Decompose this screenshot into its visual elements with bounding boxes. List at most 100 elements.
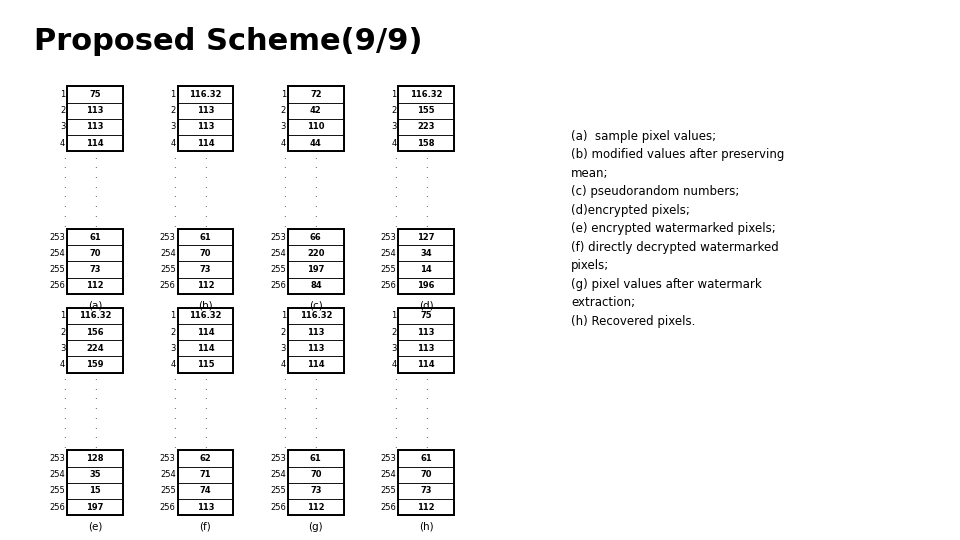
Text: .: . — [394, 393, 396, 401]
Text: 3: 3 — [60, 344, 65, 353]
Bar — [178, 499, 233, 515]
Bar — [178, 229, 233, 245]
Text: .: . — [94, 171, 96, 180]
Text: 255: 255 — [160, 487, 176, 495]
Text: .: . — [315, 402, 317, 411]
Text: .: . — [94, 412, 96, 421]
Text: 73: 73 — [420, 487, 432, 495]
Text: .: . — [315, 152, 317, 160]
Text: 256: 256 — [380, 281, 396, 290]
Text: 3: 3 — [280, 123, 286, 131]
Text: 113: 113 — [418, 328, 435, 336]
Bar — [67, 135, 123, 151]
Text: 253: 253 — [380, 454, 396, 463]
Text: .: . — [204, 181, 206, 190]
Text: 1: 1 — [171, 90, 176, 99]
Text: (d): (d) — [419, 300, 434, 310]
Bar — [178, 356, 233, 373]
Text: 4: 4 — [171, 360, 176, 369]
Text: 256: 256 — [270, 281, 286, 290]
Bar — [67, 278, 123, 294]
Text: .: . — [283, 383, 286, 391]
Bar — [178, 278, 233, 294]
Text: 113: 113 — [86, 106, 104, 115]
Text: .: . — [204, 220, 206, 228]
Text: .: . — [204, 373, 206, 382]
Text: 1: 1 — [171, 312, 176, 320]
Text: 253: 253 — [380, 233, 396, 241]
Text: .: . — [394, 422, 396, 430]
Text: .: . — [62, 152, 65, 160]
Text: .: . — [204, 441, 206, 450]
Bar — [178, 135, 233, 151]
Bar — [67, 356, 123, 373]
Text: 114: 114 — [86, 139, 104, 147]
Bar — [288, 450, 344, 467]
Bar — [67, 245, 123, 261]
Text: .: . — [94, 441, 96, 450]
Text: .: . — [425, 191, 427, 199]
Bar — [67, 103, 123, 119]
Text: .: . — [425, 152, 427, 160]
Text: .: . — [204, 200, 206, 209]
Text: 254: 254 — [381, 249, 396, 258]
Text: 253: 253 — [159, 233, 176, 241]
Text: .: . — [94, 210, 96, 219]
Text: 256: 256 — [380, 503, 396, 511]
Text: .: . — [94, 200, 96, 209]
Text: Proposed Scheme(9/9): Proposed Scheme(9/9) — [34, 27, 422, 56]
Text: (h): (h) — [419, 522, 434, 532]
Text: 2: 2 — [60, 328, 65, 336]
Text: 256: 256 — [270, 503, 286, 511]
Bar — [288, 103, 344, 119]
Text: .: . — [315, 181, 317, 190]
Text: .: . — [62, 402, 65, 411]
Text: .: . — [62, 383, 65, 391]
Text: .: . — [394, 373, 396, 382]
Text: .: . — [204, 431, 206, 440]
Bar — [178, 324, 233, 340]
Bar — [288, 135, 344, 151]
Bar — [288, 229, 344, 294]
Bar — [398, 308, 454, 324]
Text: .: . — [94, 220, 96, 228]
Text: 113: 113 — [197, 106, 214, 115]
Text: 3: 3 — [280, 344, 286, 353]
Text: .: . — [283, 171, 286, 180]
Text: 61: 61 — [420, 454, 432, 463]
Text: .: . — [62, 431, 65, 440]
Text: 71: 71 — [200, 470, 211, 479]
Bar — [67, 324, 123, 340]
Text: .: . — [173, 402, 176, 411]
Text: .: . — [94, 191, 96, 199]
Text: .: . — [62, 422, 65, 430]
Bar — [67, 483, 123, 499]
Text: .: . — [94, 431, 96, 440]
Bar — [288, 356, 344, 373]
Text: 255: 255 — [50, 487, 65, 495]
Text: 73: 73 — [310, 487, 322, 495]
Text: .: . — [62, 181, 65, 190]
Text: 75: 75 — [89, 90, 101, 99]
Bar — [178, 450, 233, 515]
Text: .: . — [315, 200, 317, 209]
Text: 15: 15 — [89, 487, 101, 495]
Text: .: . — [425, 441, 427, 450]
Text: .: . — [173, 181, 176, 190]
Text: 114: 114 — [197, 344, 214, 353]
Text: 158: 158 — [418, 139, 435, 147]
Text: .: . — [425, 383, 427, 391]
Bar — [67, 499, 123, 515]
Text: .: . — [94, 422, 96, 430]
Bar — [288, 450, 344, 515]
Text: .: . — [283, 373, 286, 382]
Bar — [67, 261, 123, 278]
Bar — [178, 308, 233, 373]
Bar — [288, 324, 344, 340]
Text: 113: 113 — [418, 344, 435, 353]
Bar — [398, 103, 454, 119]
Text: .: . — [173, 161, 176, 170]
Text: .: . — [173, 431, 176, 440]
Text: 3: 3 — [60, 123, 65, 131]
Text: 1: 1 — [392, 312, 396, 320]
